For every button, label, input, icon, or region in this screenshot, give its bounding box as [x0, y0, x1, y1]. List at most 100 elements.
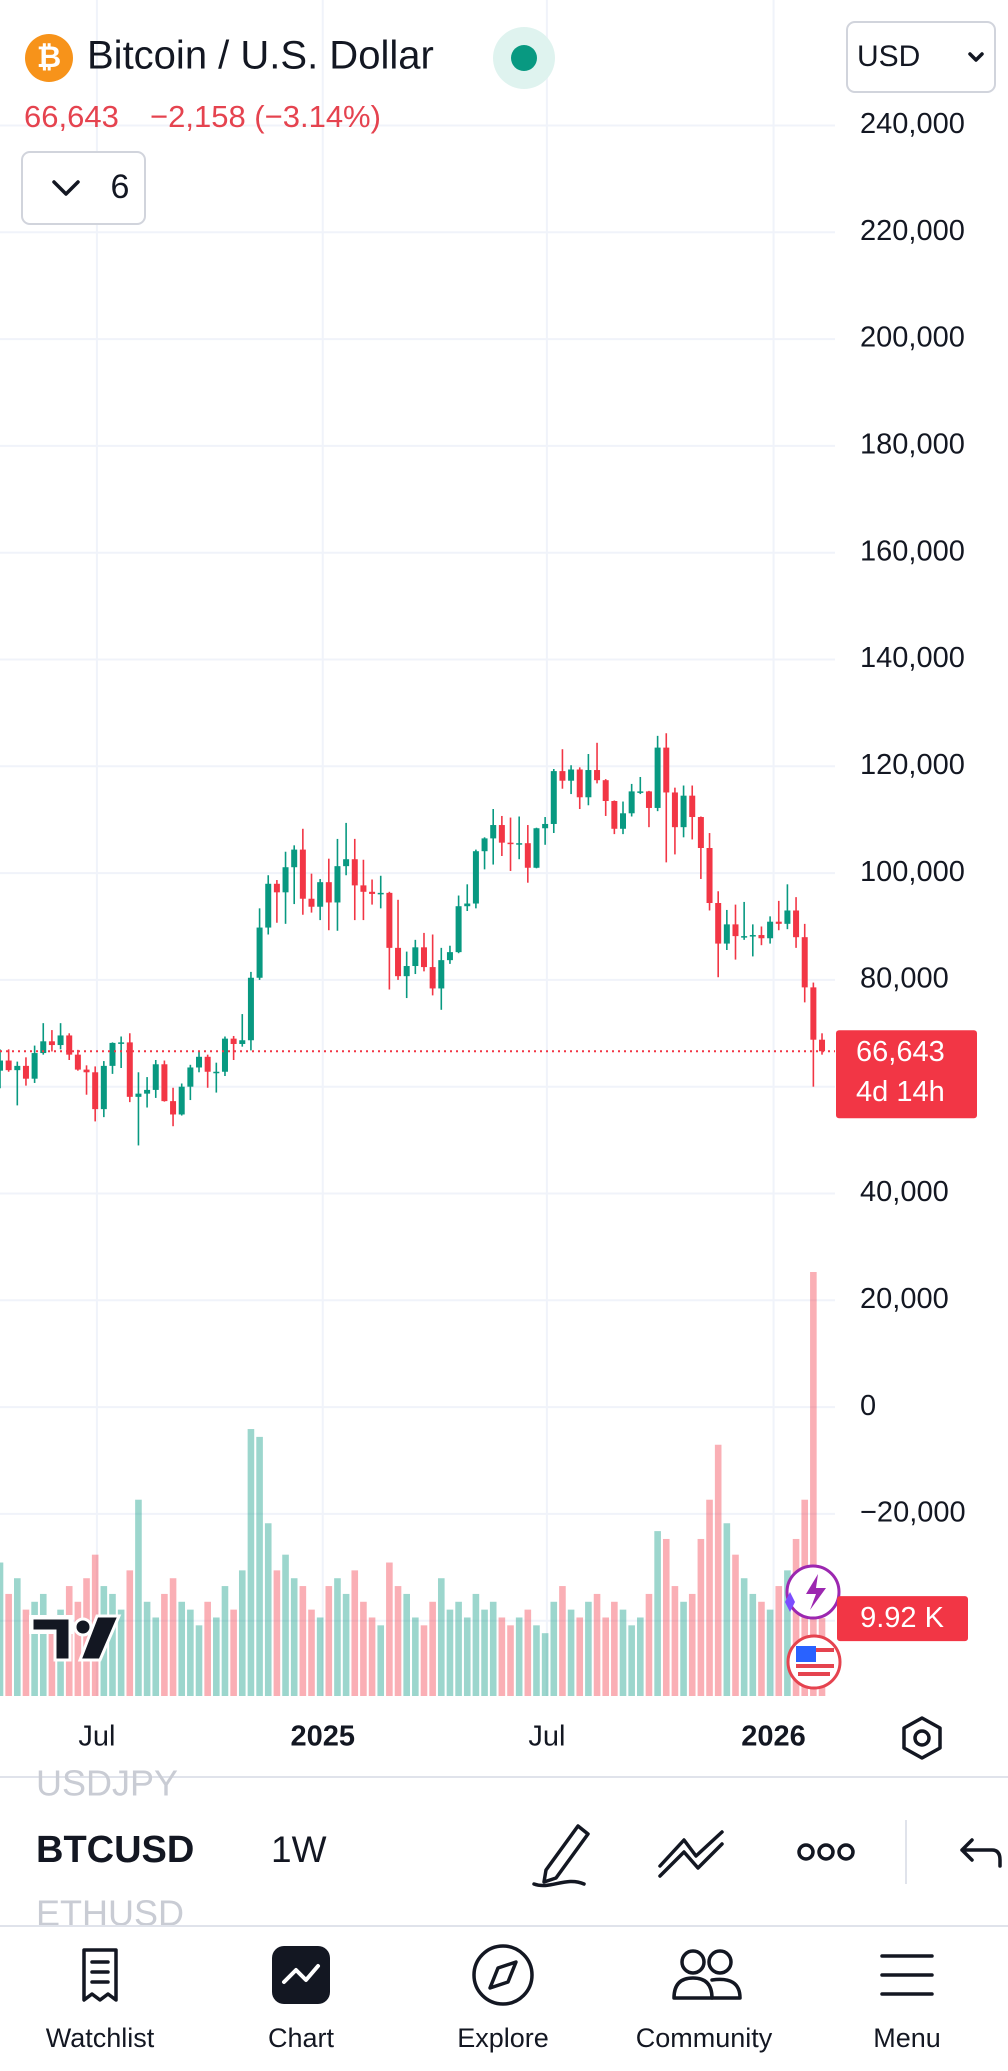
nav-community[interactable]: Community	[636, 1949, 773, 2053]
events-button[interactable]	[786, 1634, 842, 1690]
y-tick-label: 200,000	[860, 322, 965, 354]
volume-bar	[169, 1578, 177, 1696]
market-status-dot	[511, 45, 537, 71]
more-tool[interactable]	[797, 1843, 855, 1861]
volume-bar	[31, 1601, 38, 1696]
volume-bar	[792, 1538, 800, 1696]
candle-body	[420, 947, 427, 968]
candle-body	[585, 770, 592, 798]
volume-bar	[706, 1499, 713, 1696]
y-tick-label: 160,000	[860, 535, 965, 567]
nav-menu[interactable]: Menu	[873, 1954, 941, 2053]
candle-body	[351, 859, 358, 886]
volume-bar	[377, 1625, 385, 1696]
candle-body	[498, 825, 505, 843]
candle-body	[126, 1042, 133, 1097]
volume-bar	[290, 1578, 298, 1696]
undo[interactable]	[960, 1838, 1002, 1868]
volume-bar	[230, 1609, 237, 1696]
candle-body	[793, 910, 800, 938]
candle-body	[273, 883, 280, 893]
currency-select[interactable]: USD	[846, 21, 996, 93]
candle-body	[204, 1056, 211, 1072]
candle-body	[57, 1035, 64, 1046]
volume-bar	[541, 1633, 549, 1696]
volume-bar	[654, 1531, 661, 1696]
candle-body	[92, 1072, 99, 1110]
volume-bar	[264, 1523, 272, 1696]
indicators-toggle[interactable]: 6	[21, 151, 146, 225]
volume-bar	[697, 1538, 705, 1696]
volume-bar	[360, 1601, 367, 1696]
nav-explore[interactable]: Explore	[457, 1944, 549, 2053]
price-change: −2,158 (−3.14%)	[150, 99, 381, 134]
candle-body	[5, 1060, 12, 1071]
volume-bar	[109, 1593, 116, 1696]
symbol-next[interactable]: ETHUSD	[36, 1893, 184, 1934]
candle-body	[594, 770, 601, 781]
candle-body	[0, 1060, 3, 1071]
volume-bar	[489, 1601, 497, 1696]
candle-body	[256, 927, 263, 978]
volume-bar	[740, 1578, 748, 1696]
volume-bar	[221, 1586, 229, 1696]
tv-logo	[29, 1614, 122, 1662]
symbol-prev[interactable]: USDJPY	[36, 1763, 178, 1804]
countdown: 4d 14h	[856, 1076, 945, 1108]
candle-body	[299, 849, 306, 899]
candle-body	[723, 924, 730, 944]
interval[interactable]: 1W	[271, 1829, 327, 1870]
volume-bar	[0, 1562, 4, 1696]
volume-bar	[334, 1578, 341, 1696]
ai-button[interactable]	[785, 1564, 841, 1620]
candle-body	[576, 769, 583, 798]
volume-bar	[247, 1429, 255, 1696]
volume-bar	[680, 1601, 687, 1696]
nav-label: Chart	[268, 2023, 335, 2053]
nav-chart[interactable]: Chart	[268, 1946, 335, 2053]
candle-body	[481, 838, 488, 852]
candle-body	[767, 921, 774, 939]
volume-bar	[39, 1593, 47, 1696]
draw-tool[interactable]	[532, 1824, 590, 1888]
candle-body	[31, 1053, 38, 1079]
y-tick-label: 40,000	[860, 1176, 949, 1208]
currency: USD	[857, 40, 920, 73]
candle-body	[282, 867, 289, 893]
candle-body	[429, 967, 436, 989]
volume-bar	[74, 1601, 82, 1696]
volume-bar	[152, 1617, 160, 1696]
nav-watchlist[interactable]: Watchlist	[46, 1948, 155, 2053]
volume-layer	[0, 1272, 826, 1696]
candle-body	[741, 936, 748, 938]
nav-label: Menu	[873, 2023, 941, 2053]
volume-bar	[645, 1593, 653, 1696]
indicator-tool[interactable]	[658, 1830, 724, 1878]
volume-bar	[420, 1625, 428, 1696]
y-tick-label: 100,000	[860, 856, 965, 888]
candle-body	[446, 952, 453, 961]
volume-bar	[688, 1593, 696, 1696]
volume-bar	[437, 1578, 445, 1696]
volume-bar	[766, 1609, 774, 1696]
volume-bar	[671, 1586, 679, 1696]
volume-bar	[351, 1570, 359, 1696]
volume-bar	[498, 1617, 506, 1696]
volume-bar	[714, 1444, 722, 1696]
candle-body	[317, 882, 324, 907]
price-axis: 240,000 220,000 200,000 180,000 160,000 140,0…	[860, 108, 966, 1635]
volume-bar	[628, 1625, 635, 1696]
grid	[0, 0, 835, 1696]
x-tick-label: Jul	[528, 1721, 565, 1753]
candle-body	[412, 947, 419, 967]
candle-body	[732, 924, 739, 937]
candle-body	[758, 935, 765, 939]
candle-body	[325, 882, 332, 903]
volume-bar	[403, 1593, 410, 1696]
candle-body	[775, 921, 782, 924]
axis-settings[interactable]	[902, 1716, 942, 1760]
volume-bar	[117, 1609, 125, 1696]
volume-bar	[732, 1554, 739, 1696]
symbol-current[interactable]: BTCUSD	[36, 1829, 194, 1871]
candle-body	[66, 1035, 73, 1055]
